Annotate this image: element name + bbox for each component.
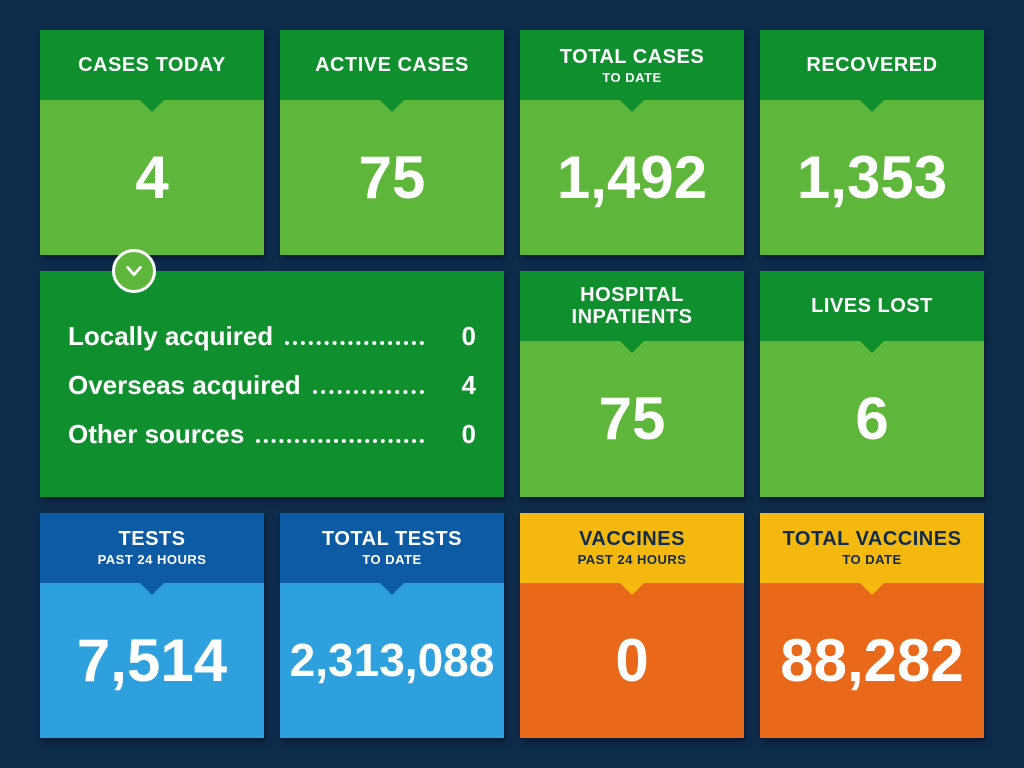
- chevron-down-icon: [123, 260, 145, 282]
- card-subtitle: TO DATE: [842, 552, 901, 567]
- card-value: 1,492: [520, 100, 744, 255]
- card-subtitle: PAST 24 HOURS: [98, 552, 207, 567]
- card-active-cases: ACTIVE CASES 75: [280, 30, 504, 255]
- card-title: LIVES LOST: [811, 295, 933, 317]
- card-header: ACTIVE CASES: [280, 30, 504, 100]
- card-title: CASES TODAY: [78, 54, 226, 76]
- card-header: HOSPITAL INPATIENTS: [520, 271, 744, 341]
- card-value: 2,313,088: [280, 583, 504, 738]
- card-title: TOTAL CASES: [560, 46, 704, 68]
- card-total-vaccines: TOTAL VACCINES TO DATE 88,282: [760, 513, 984, 738]
- card-header: CASES TODAY: [40, 30, 264, 100]
- breakdown-label: Overseas acquired: [68, 370, 301, 401]
- card-value: 1,353: [760, 100, 984, 255]
- card-value: 4: [40, 100, 264, 255]
- card-subtitle: TO DATE: [362, 552, 421, 567]
- card-total-tests: TOTAL TESTS TO DATE 2,313,088: [280, 513, 504, 738]
- breakdown-label: Other sources: [68, 419, 244, 450]
- card-title: TOTAL VACCINES: [783, 528, 962, 550]
- card-header: TOTAL VACCINES TO DATE: [760, 513, 984, 583]
- card-title: TOTAL TESTS: [322, 528, 462, 550]
- breakdown-value: 0: [436, 321, 476, 352]
- card-title: RECOVERED: [806, 54, 937, 76]
- breakdown-row: Overseas acquired 4: [68, 370, 476, 401]
- breakdown-row: Other sources 0: [68, 419, 476, 450]
- breakdown-dots: [256, 439, 424, 443]
- card-vaccines-24h: VACCINES PAST 24 HOURS 0: [520, 513, 744, 738]
- card-header: TOTAL TESTS TO DATE: [280, 513, 504, 583]
- card-title: HOSPITAL INPATIENTS: [528, 284, 736, 328]
- breakdown-value: 4: [436, 370, 476, 401]
- card-header: TESTS PAST 24 HOURS: [40, 513, 264, 583]
- card-hospital-inpatients: HOSPITAL INPATIENTS 75: [520, 271, 744, 496]
- card-total-cases: TOTAL CASES TO DATE 1,492: [520, 30, 744, 255]
- breakdown-label: Locally acquired: [68, 321, 273, 352]
- card-recovered: RECOVERED 1,353: [760, 30, 984, 255]
- breakdown-dots: [285, 341, 424, 345]
- breakdown-dots: [313, 390, 424, 394]
- card-value: 75: [280, 100, 504, 255]
- dashboard-grid: CASES TODAY 4 ACTIVE CASES 75 TOTAL CASE…: [40, 30, 984, 738]
- card-cases-today[interactable]: CASES TODAY 4: [40, 30, 264, 255]
- card-header: TOTAL CASES TO DATE: [520, 30, 744, 100]
- card-header: LIVES LOST: [760, 271, 984, 341]
- card-subtitle: PAST 24 HOURS: [578, 552, 687, 567]
- card-tests-24h: TESTS PAST 24 HOURS 7,514: [40, 513, 264, 738]
- card-title: TESTS: [119, 528, 186, 550]
- expand-toggle[interactable]: [112, 249, 156, 293]
- card-value: 75: [520, 341, 744, 496]
- card-header: VACCINES PAST 24 HOURS: [520, 513, 744, 583]
- card-lives-lost: LIVES LOST 6: [760, 271, 984, 496]
- card-header: RECOVERED: [760, 30, 984, 100]
- card-subtitle: TO DATE: [602, 70, 661, 85]
- breakdown-row: Locally acquired 0: [68, 321, 476, 352]
- card-value: 88,282: [760, 583, 984, 738]
- breakdown-panel: Locally acquired 0 Overseas acquired 4 O…: [40, 271, 504, 496]
- card-title: ACTIVE CASES: [315, 54, 469, 76]
- breakdown-value: 0: [436, 419, 476, 450]
- card-title: VACCINES: [579, 528, 685, 550]
- card-value: 7,514: [40, 583, 264, 738]
- card-value: 0: [520, 583, 744, 738]
- card-value: 6: [760, 341, 984, 496]
